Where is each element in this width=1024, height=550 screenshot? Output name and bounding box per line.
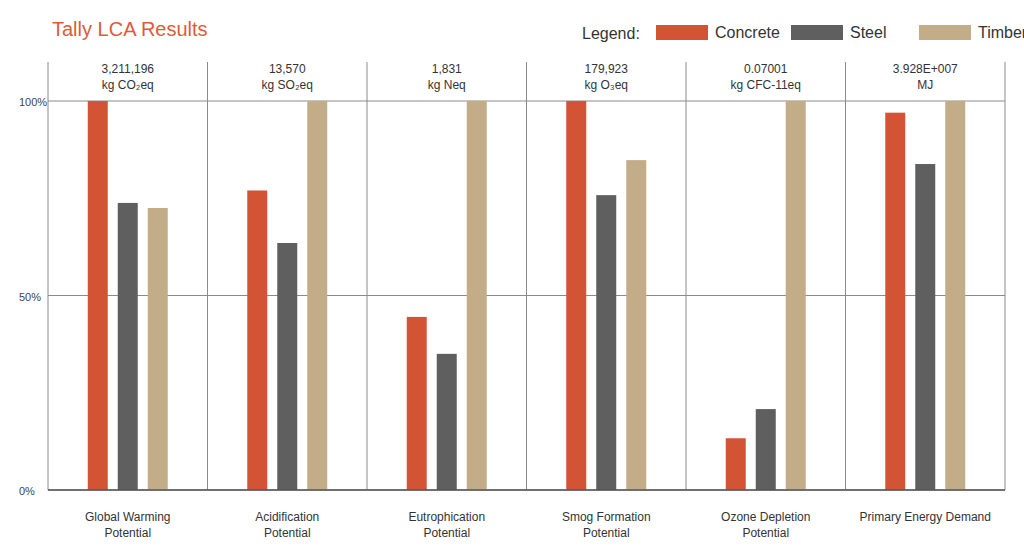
x-tick-label: Global Warming Potential xyxy=(85,510,171,540)
grid-line xyxy=(48,490,1005,491)
legend-title: Legend: xyxy=(582,25,640,42)
y-tick-label: 100% xyxy=(19,96,47,108)
annotation-value: 3,211,196 xyxy=(102,62,155,76)
legend-swatch xyxy=(919,25,971,40)
group-separator xyxy=(845,62,846,490)
x-tick-label-line: Potential xyxy=(264,526,311,540)
x-tick-label-line: Eutrophication xyxy=(408,510,485,524)
bar xyxy=(467,101,487,490)
bar xyxy=(307,101,327,490)
x-tick-label: Smog Formation Potential xyxy=(562,510,651,540)
x-tick-label-line: Acidification xyxy=(255,510,319,524)
legend-swatch xyxy=(791,25,843,40)
group-separator xyxy=(207,62,208,490)
annotation-unit: kg SO₂eq xyxy=(262,78,313,92)
annotation-unit: kg O₃eq xyxy=(584,78,628,92)
bar xyxy=(885,113,905,490)
bar xyxy=(726,438,746,490)
x-tick-label-line: Global Warming xyxy=(85,510,171,524)
annotation-unit: MJ xyxy=(917,78,933,92)
group-separator xyxy=(367,62,368,490)
bar xyxy=(596,195,616,490)
bar xyxy=(118,203,138,490)
x-tick-label-line: Potential xyxy=(104,526,151,540)
x-tick-label: Acidification Potential xyxy=(255,510,319,540)
y-tick-label: 0% xyxy=(19,485,35,497)
x-tick-label-line: Smog Formation xyxy=(562,510,651,524)
annotation-unit: kg Neq xyxy=(428,78,466,92)
bar xyxy=(626,160,646,490)
legend-label: Steel xyxy=(850,24,886,41)
annotation-value: 0.07001 xyxy=(744,62,788,76)
annotation-value: 3.928E+007 xyxy=(893,62,958,76)
y-axis xyxy=(48,62,49,490)
legend: Legend: Concrete Steel Timber xyxy=(582,24,1024,42)
legend-label: Concrete xyxy=(715,24,780,41)
group-separator xyxy=(686,62,687,490)
bar xyxy=(277,243,297,490)
x-tick-label: Primary Energy Demand xyxy=(860,510,991,524)
x-tick-label: Ozone Depletion Potential xyxy=(721,510,810,540)
x-tick-label: Eutrophication Potential xyxy=(408,510,485,540)
bar xyxy=(247,190,267,490)
bar xyxy=(566,101,586,490)
group-separator xyxy=(526,62,527,490)
bar xyxy=(945,101,965,490)
annotation-unit: kg CFC-11eq xyxy=(731,78,801,92)
chart: Tally LCA Results Legend: Concrete Steel Tim… xyxy=(0,0,1024,550)
bar xyxy=(786,101,806,490)
bar xyxy=(407,317,427,490)
x-tick-label-line: Potential xyxy=(742,526,789,540)
group-separator xyxy=(1005,62,1006,490)
bar xyxy=(915,164,935,490)
x-tick-label-line: Primary Energy Demand xyxy=(860,510,991,524)
x-tick-label-line: Ozone Depletion xyxy=(721,510,810,524)
annotation-value: 1,831 xyxy=(432,62,462,76)
y-tick-label: 50% xyxy=(19,291,41,303)
bar xyxy=(88,101,108,490)
bar xyxy=(756,409,776,490)
title: Tally LCA Results xyxy=(52,18,208,40)
x-tick-label-line: Potential xyxy=(583,526,630,540)
legend-swatch xyxy=(656,25,708,40)
bar xyxy=(148,208,168,490)
bars xyxy=(88,101,966,490)
annotation-value: 179,923 xyxy=(585,62,629,76)
annotation-value: 13,570 xyxy=(269,62,306,76)
annotation-unit: kg CO₂eq xyxy=(102,78,154,92)
bar xyxy=(437,354,457,490)
legend-label: Timber xyxy=(978,24,1024,41)
x-axis xyxy=(48,489,1005,491)
x-tick-label-line: Potential xyxy=(423,526,470,540)
